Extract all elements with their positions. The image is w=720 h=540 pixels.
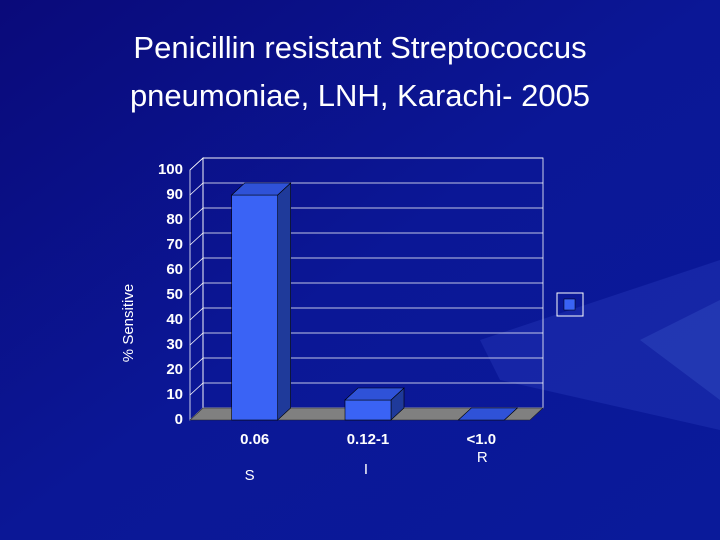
y-tick-label: 100 — [158, 161, 183, 178]
y-tick-label: 50 — [166, 286, 183, 303]
grid-line — [189, 207, 204, 221]
category-group: I — [364, 461, 368, 478]
x-tick-label: 0.12-1 — [347, 431, 390, 448]
category-group: R — [477, 449, 488, 466]
legend-box — [556, 292, 584, 317]
y-tick-label: 20 — [166, 361, 183, 378]
y-tick-label: 10 — [166, 386, 183, 403]
grid-line — [189, 282, 204, 296]
grid-line — [189, 232, 204, 246]
grid-line — [189, 357, 204, 371]
x-tick-label: <1.0 — [467, 431, 497, 448]
background-streak — [640, 300, 720, 400]
y-tick-label: 70 — [166, 236, 183, 253]
grid-line — [189, 307, 204, 321]
y-axis-label: % Sensitive — [120, 284, 137, 362]
grid-line — [189, 382, 204, 396]
grid-line — [189, 332, 204, 346]
grid-line — [189, 157, 204, 171]
y-tick-label: 60 — [166, 261, 183, 278]
bar — [231, 194, 278, 421]
x-tick-label: 0.06 — [240, 431, 269, 448]
category-group: S — [245, 467, 255, 484]
bar-top — [344, 387, 405, 401]
background-streak — [480, 260, 720, 430]
bar-side — [277, 182, 291, 421]
y-tick-label: 90 — [166, 186, 183, 203]
y-tick-label: 40 — [166, 311, 183, 328]
grid-line — [189, 257, 204, 271]
y-tick-label: 80 — [166, 211, 183, 228]
chart-title: Penicillin resistant Streptococcus — [133, 30, 586, 65]
bar-top — [230, 182, 292, 196]
grid-line — [189, 182, 204, 196]
bar — [344, 399, 392, 421]
bar-top — [457, 407, 519, 421]
y-tick-label: 30 — [166, 336, 183, 353]
legend-swatch — [563, 298, 576, 311]
chart-title: pneumoniae, LNH, Karachi- 2005 — [130, 78, 590, 113]
y-tick-label: 0 — [175, 411, 183, 428]
